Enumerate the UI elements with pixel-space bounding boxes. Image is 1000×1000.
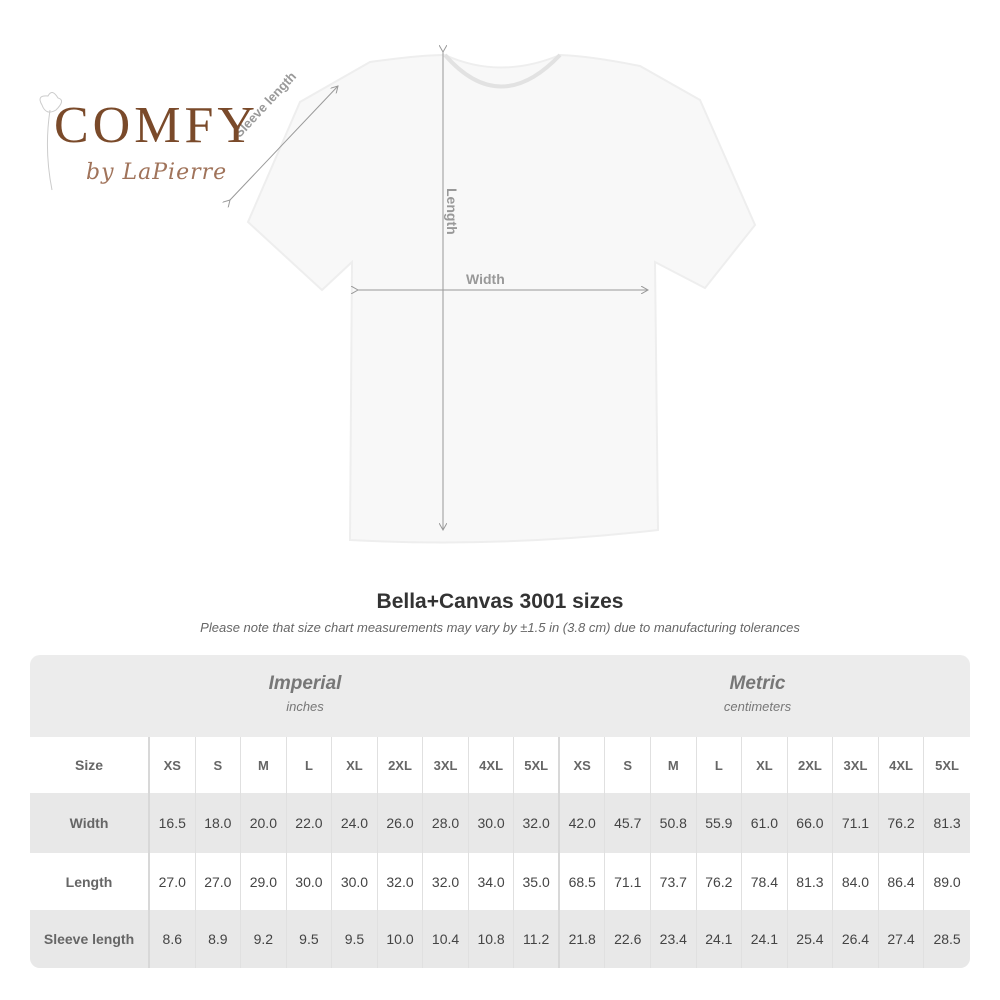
metric-value: 22.6 [605,910,652,968]
metric-size-header: M [651,737,697,793]
imperial-value: 34.0 [469,853,515,910]
metric-size-header: 5XL [935,757,959,773]
imperial-value: 20.0 [241,793,287,853]
metric-value: 86.4 [879,853,925,910]
metric-value: 61.0 [742,793,788,853]
imperial-value: 10.0 [378,910,424,968]
metric-value: 76.2 [697,853,743,910]
imperial-value: 26.0 [378,793,424,853]
metric-value: 24.1 [697,910,743,968]
metric-size-header: 4XL [879,737,925,793]
metric-size-header: XL [742,737,788,793]
imperial-value: 10.8 [469,910,515,968]
imperial-value: 8.9 [196,910,242,968]
imperial-value: 9.5 [332,910,378,968]
table-row: Length 27.0 27.0 29.0 30.0 30.0 32.0 32.0 34.0 35… [30,853,970,910]
imperial-size-header: 4XL [469,737,515,793]
imperial-header: Imperial inches [150,655,460,737]
metric-value: 50.8 [651,793,697,853]
imperial-value: 29.0 [241,853,287,910]
metric-value: 73.7 [651,853,697,910]
imperial-value: 32.0 [378,853,424,910]
metric-value: 66.0 [788,793,834,853]
length-label: Length [444,188,460,235]
metric-value: 71.1 [605,853,652,910]
imperial-size-header: S [196,737,242,793]
imperial-value: 9.2 [241,910,287,968]
tolerance-note: Please note that size chart measurements… [200,620,800,635]
sleeve-arrow [230,86,338,200]
page-title: Bella+Canvas 3001 sizes [376,590,624,613]
metric-value: 24.1 [742,910,788,968]
imperial-value: 28.0 [423,793,469,853]
logo-subtitle: by LaPierre [86,160,228,185]
metric-unit: centimeters [723,699,792,714]
imperial-value: 8.6 [150,910,196,968]
imperial-size-header: 2XL [378,737,424,793]
imperial-value: 30.0 [332,853,378,910]
metric-value: 68.5 [560,853,606,910]
flower-icon [39,92,62,191]
imperial-value: 30.0 [287,853,333,910]
size-table: Imperial inches Metric centimeters Size X… [30,655,970,968]
metric-size-header: 3XL [833,737,879,793]
imperial-title: Imperial [268,673,342,694]
imperial-size-header: XS [150,737,196,793]
imperial-value: 24.0 [332,793,378,853]
metric-value: 45.7 [605,793,652,853]
imperial-value: 32.0 [514,793,560,853]
table-row: Width 16.5 18.0 20.0 22.0 24.0 26.0 28.0 30.0 32.… [30,793,970,853]
metric-value: 55.9 [697,793,743,853]
metric-value: 78.4 [742,853,788,910]
metric-size-header: S [605,737,652,793]
imperial-value: 30.0 [469,793,515,853]
imperial-size-header: L [287,737,333,793]
tshirt-diagram [39,0,757,544]
metric-value: 81.3 [933,815,961,831]
row-label: Sleeve length [30,910,150,968]
imperial-value: 9.5 [287,910,333,968]
metric-value: 71.1 [833,793,879,853]
metric-value: 27.4 [879,910,925,968]
table-row: Sleeve length 8.6 8.9 9.2 9.5 9.5 10.0 10.4 10.8… [30,910,970,968]
imperial-value: 10.4 [423,910,469,968]
metric-value: 81.3 [788,853,834,910]
imperial-size-header: 5XL [514,737,560,793]
metric-value: 25.4 [788,910,834,968]
imperial-size-header: M [241,737,287,793]
metric-value: 76.2 [879,793,925,853]
metric-value: 42.0 [560,793,606,853]
imperial-value: 11.2 [514,910,560,968]
imperial-value: 27.0 [150,853,196,910]
metric-header: Metric centimeters [560,655,955,737]
metric-title: Metric [729,673,786,694]
metric-size-header: L [697,737,743,793]
metric-value: 28.5 [933,931,961,947]
row-label: Length [30,853,150,910]
imperial-value: 27.0 [196,853,242,910]
row-label: Size [30,737,150,793]
imperial-size-header: XL [332,737,378,793]
imperial-value: 35.0 [514,853,560,910]
logo-comfy: COMFY [54,97,259,154]
imperial-value: 18.0 [196,793,242,853]
metric-size-header: 2XL [788,737,834,793]
imperial-value: 32.0 [423,853,469,910]
size-header-row: Size XS S M L XL 2XL 3XL 4XL 5XL XS S M L XL 2XL 3XL 4XL 5… [30,737,970,793]
width-label: Width [466,271,505,287]
metric-size-header: XS [560,737,606,793]
metric-value: 84.0 [833,853,879,910]
metric-value: 26.4 [833,910,879,968]
metric-value: 21.8 [560,910,606,968]
metric-value: 89.0 [933,873,961,890]
imperial-size-header: 3XL [423,737,469,793]
imperial-unit: inches [286,699,324,714]
row-label: Width [30,793,150,853]
imperial-value: 16.5 [150,793,196,853]
imperial-value: 22.0 [287,793,333,853]
metric-value: 23.4 [651,910,697,968]
tshirt-shape [246,53,757,544]
